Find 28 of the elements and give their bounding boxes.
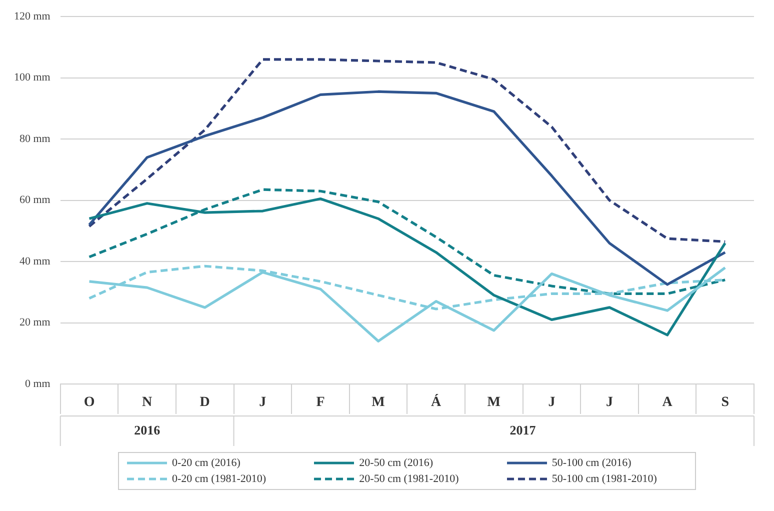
x-tick-label: J bbox=[606, 395, 613, 410]
y-tick-label: 40 mm bbox=[19, 255, 51, 268]
x-tick-label: D bbox=[200, 395, 210, 410]
y-tick-label: 60 mm bbox=[19, 194, 51, 206]
y-tick-label: 80 mm bbox=[19, 132, 51, 145]
text: 2016 bbox=[134, 422, 161, 438]
text: 2017 bbox=[510, 422, 536, 438]
x-tick-label: J bbox=[548, 395, 556, 410]
y-tick-label: 0 mm bbox=[24, 378, 51, 390]
x-tick-label: Á bbox=[431, 393, 442, 410]
legend-label: 20-50 cm (1981-2010) bbox=[359, 473, 459, 485]
legend-label: 20-50 cm (2016) bbox=[359, 457, 434, 469]
x-tick-label: O bbox=[84, 395, 95, 410]
x-tick-label: M bbox=[487, 395, 500, 410]
x-tick-label: A bbox=[662, 395, 674, 410]
y-tick-label: 100 mm bbox=[14, 72, 51, 84]
x-tick-label: N bbox=[142, 395, 152, 410]
x-tick-label: J bbox=[259, 395, 266, 410]
x-tick-label: F bbox=[316, 395, 325, 410]
line-series bbox=[88, 58, 726, 243]
legend-label: 50-100 cm (1981-2010) bbox=[552, 473, 657, 485]
y-tick-label: 120 mm bbox=[14, 10, 51, 22]
y-tick-label: 20 mm bbox=[19, 316, 51, 329]
legend-label: 0-20 cm (2016) bbox=[172, 457, 240, 469]
x-tick-label: M bbox=[372, 395, 385, 410]
x-tick-label: S bbox=[721, 395, 730, 410]
legend-label: 50-100 cm (2016) bbox=[552, 457, 632, 469]
legend-label: 0-20 cm (1981-2010) bbox=[172, 473, 266, 485]
